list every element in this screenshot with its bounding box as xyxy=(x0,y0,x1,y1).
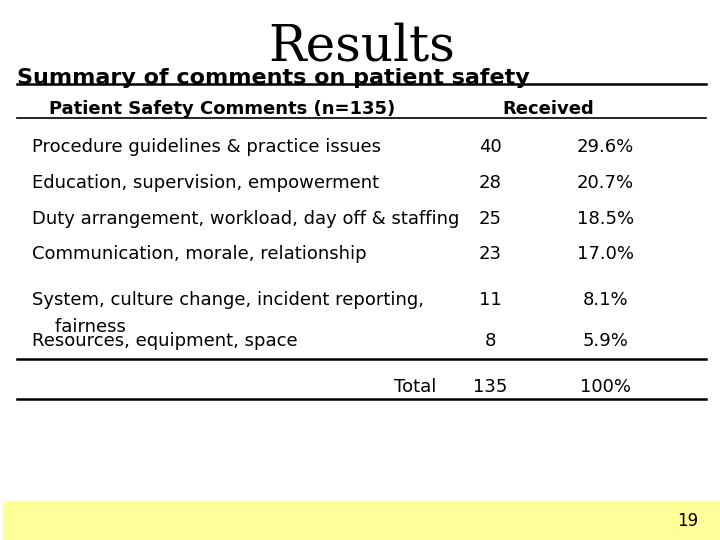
Text: 17.0%: 17.0% xyxy=(577,245,634,263)
Text: 8.1%: 8.1% xyxy=(582,291,628,308)
Text: 11: 11 xyxy=(480,291,502,308)
Text: Summary of comments on patient safety: Summary of comments on patient safety xyxy=(17,68,530,87)
Text: Duty arrangement, workload, day off & staffing: Duty arrangement, workload, day off & st… xyxy=(32,210,459,227)
Text: 28: 28 xyxy=(479,174,502,192)
Text: fairness: fairness xyxy=(32,318,125,335)
Text: 20.7%: 20.7% xyxy=(577,174,634,192)
Text: 135: 135 xyxy=(473,378,508,396)
Text: 18.5%: 18.5% xyxy=(577,210,634,227)
Text: Resources, equipment, space: Resources, equipment, space xyxy=(32,332,297,350)
Text: 8: 8 xyxy=(485,332,496,350)
Text: 23: 23 xyxy=(479,245,502,263)
Text: 5.9%: 5.9% xyxy=(582,332,629,350)
FancyBboxPatch shape xyxy=(3,501,720,540)
Text: 40: 40 xyxy=(480,138,502,156)
Text: Received: Received xyxy=(502,100,594,118)
Text: 100%: 100% xyxy=(580,378,631,396)
Text: Communication, morale, relationship: Communication, morale, relationship xyxy=(32,245,366,263)
Text: System, culture change, incident reporting,: System, culture change, incident reporti… xyxy=(32,291,423,308)
Text: 25: 25 xyxy=(479,210,502,227)
Text: Patient Safety Comments (n=135): Patient Safety Comments (n=135) xyxy=(48,100,395,118)
Text: Education, supervision, empowerment: Education, supervision, empowerment xyxy=(32,174,379,192)
Text: Procedure guidelines & practice issues: Procedure guidelines & practice issues xyxy=(32,138,381,156)
Text: Results: Results xyxy=(268,22,455,71)
Text: 29.6%: 29.6% xyxy=(577,138,634,156)
Text: 19: 19 xyxy=(678,512,698,530)
Text: Total: Total xyxy=(395,378,437,396)
